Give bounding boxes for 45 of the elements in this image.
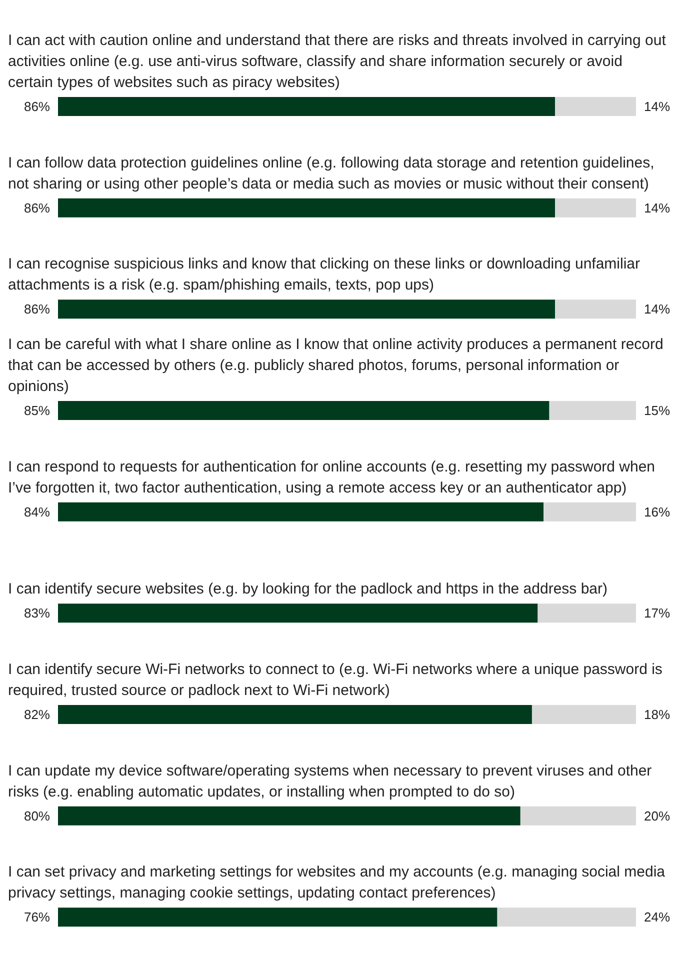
data-label: 80% (24, 808, 50, 824)
bar (532, 705, 636, 724)
bar (58, 198, 556, 218)
data-label: 14% (644, 302, 670, 317)
bar (497, 908, 636, 927)
data-label: 82% (24, 707, 50, 722)
bar (58, 300, 556, 319)
y-tick-label: I can identify secure websites (e.g. by looking for the padlock and https in the address bar) (8, 580, 608, 598)
y-tick-label: I can follow data protection guidelines online (e.g. following data storage and retention guidelines, not sharing or using other people’s data or media such as movies or music without their consent) (8, 154, 654, 192)
data-label: 84% (24, 504, 50, 520)
bar (58, 502, 544, 522)
data-label: 86% (24, 200, 50, 216)
data-label: 20% (644, 808, 670, 824)
data-label: 86% (24, 99, 50, 114)
data-label: 85% (24, 403, 50, 418)
data-label: 83% (24, 606, 50, 621)
bar (58, 908, 498, 927)
bar (58, 97, 556, 116)
bar (555, 198, 636, 218)
data-label: 18% (644, 707, 670, 722)
data-label: 76% (24, 910, 50, 925)
y-tick-label: I can be careful with what I share online as I know that online activity produces a permanent record that can be accessed by others (e.g. publicly shared photos, forums, personal information or opinions) (8, 336, 664, 395)
data-label: 86% (24, 302, 50, 317)
bar (538, 604, 636, 623)
data-label: 15% (644, 403, 670, 418)
data-label: 24% (644, 910, 670, 925)
y-tick-label: I can update my device software/operating systems when necessary to prevent viruses and other risks (e.g. enabling automatic updates, or installing when prompted to do so) (8, 762, 652, 800)
bar (58, 806, 520, 826)
y-tick-label: I can act with caution online and understand that there are risks and threats involved in carrying out activities online (e.g. use anti-virus software, classify and share information securely or avoid certain types of websites such as piracy websites) (8, 32, 667, 91)
bar (555, 300, 636, 319)
y-tick-label: I can identify secure Wi-Fi networks to connect to (e.g. Wi-Fi networks where a unique password is required, trusted source or padlock next to Wi-Fi network) (8, 661, 662, 699)
bar (520, 806, 636, 826)
y-tick-label: I can recognise suspicious links and know that clicking on these links or downloading unfamiliar attachments is a risk (e.g. spam/phishing emails, texts, pop ups) (8, 256, 640, 294)
bar (555, 97, 636, 116)
y-tick-label: I can respond to requests for authentication for online accounts (e.g. resetting my password when I’ve forgotten it, two factor authentication, using a remote access key or an authenticator app) (8, 458, 656, 496)
data-label: 16% (644, 504, 670, 520)
bar (58, 705, 532, 724)
bar (549, 401, 636, 420)
bar (58, 401, 550, 420)
bar (58, 604, 538, 623)
bar (544, 502, 636, 522)
data-label: 17% (644, 606, 670, 621)
data-label: 14% (644, 200, 670, 216)
data-label: 14% (644, 99, 670, 114)
y-tick-label: I can set privacy and marketing settings for websites and my accounts (e.g. managing social media privacy settings, managing cookie settings, updating contact preferences) (8, 864, 666, 902)
